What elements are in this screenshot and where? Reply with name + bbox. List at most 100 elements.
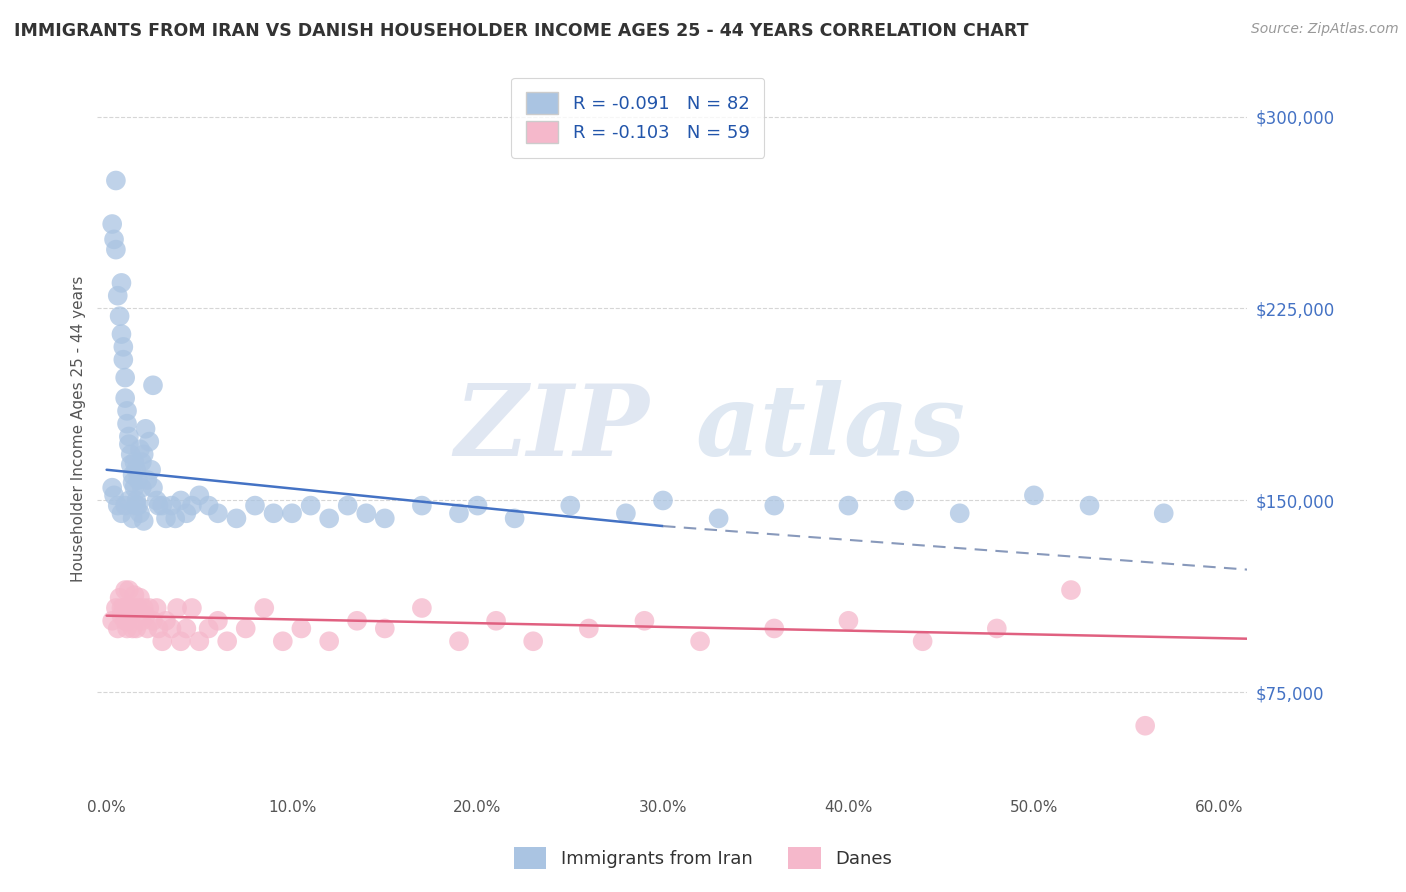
Point <box>142 481 165 495</box>
Point <box>1133 719 1156 733</box>
Point <box>138 601 160 615</box>
Point <box>115 404 138 418</box>
Point <box>115 622 138 636</box>
Point <box>170 634 193 648</box>
Point <box>150 499 173 513</box>
Point <box>155 511 177 525</box>
Point <box>411 499 433 513</box>
Point <box>150 634 173 648</box>
Point <box>318 634 340 648</box>
Point <box>101 614 124 628</box>
Point <box>124 601 146 615</box>
Point <box>374 622 396 636</box>
Point <box>129 506 152 520</box>
Point <box>207 506 229 520</box>
Text: atlas: atlas <box>695 380 966 476</box>
Point <box>114 499 136 513</box>
Point <box>181 601 204 615</box>
Point <box>467 499 489 513</box>
Text: Source: ZipAtlas.com: Source: ZipAtlas.com <box>1251 22 1399 37</box>
Point <box>108 309 131 323</box>
Point <box>148 622 170 636</box>
Point <box>114 391 136 405</box>
Point <box>911 634 934 648</box>
Point <box>107 622 129 636</box>
Point <box>207 614 229 628</box>
Point <box>176 622 198 636</box>
Point <box>263 506 285 520</box>
Point <box>271 634 294 648</box>
Point <box>837 614 859 628</box>
Point <box>120 447 142 461</box>
Point <box>138 434 160 449</box>
Point <box>243 499 266 513</box>
Point <box>114 614 136 628</box>
Point <box>578 622 600 636</box>
Point <box>145 601 167 615</box>
Point <box>225 511 247 525</box>
Point <box>104 601 127 615</box>
Point <box>101 217 124 231</box>
Point <box>107 499 129 513</box>
Point <box>124 455 146 469</box>
Point <box>165 511 187 525</box>
Point <box>148 499 170 513</box>
Point <box>281 506 304 520</box>
Point <box>132 447 155 461</box>
Point <box>112 601 135 615</box>
Point <box>139 463 162 477</box>
Point <box>129 442 152 457</box>
Point <box>949 506 972 520</box>
Point <box>136 622 159 636</box>
Point <box>763 622 786 636</box>
Point <box>145 493 167 508</box>
Point <box>689 634 711 648</box>
Point <box>112 340 135 354</box>
Point <box>115 417 138 431</box>
Point <box>127 499 149 513</box>
Point <box>336 499 359 513</box>
Point <box>1060 583 1083 598</box>
Point <box>110 608 132 623</box>
Point <box>101 481 124 495</box>
Point <box>893 493 915 508</box>
Point <box>763 499 786 513</box>
Point <box>132 514 155 528</box>
Point <box>118 429 141 443</box>
Point <box>166 601 188 615</box>
Point <box>115 614 138 628</box>
Point <box>160 622 183 636</box>
Point <box>197 622 219 636</box>
Point <box>120 608 142 623</box>
Point <box>1153 506 1175 520</box>
Point <box>188 488 211 502</box>
Point <box>131 614 153 628</box>
Point <box>131 481 153 495</box>
Y-axis label: Householder Income Ages 25 - 44 years: Householder Income Ages 25 - 44 years <box>72 276 86 582</box>
Point <box>121 511 143 525</box>
Point <box>118 601 141 615</box>
Text: ZIP: ZIP <box>454 380 650 476</box>
Point <box>129 591 152 605</box>
Point <box>503 511 526 525</box>
Point <box>112 352 135 367</box>
Point <box>142 378 165 392</box>
Point <box>124 588 146 602</box>
Legend: Immigrants from Iran, Danes: Immigrants from Iran, Danes <box>505 838 901 879</box>
Point <box>181 499 204 513</box>
Point <box>114 370 136 384</box>
Point <box>118 493 141 508</box>
Point <box>374 511 396 525</box>
Point <box>127 473 149 487</box>
Point <box>104 243 127 257</box>
Point <box>522 634 544 648</box>
Point <box>485 614 508 628</box>
Point <box>121 622 143 636</box>
Point <box>110 506 132 520</box>
Point <box>135 608 157 623</box>
Point <box>188 634 211 648</box>
Text: IMMIGRANTS FROM IRAN VS DANISH HOUSEHOLDER INCOME AGES 25 - 44 YEARS CORRELATION: IMMIGRANTS FROM IRAN VS DANISH HOUSEHOLD… <box>14 22 1029 40</box>
Point <box>125 622 148 636</box>
Point <box>136 473 159 487</box>
Point <box>170 493 193 508</box>
